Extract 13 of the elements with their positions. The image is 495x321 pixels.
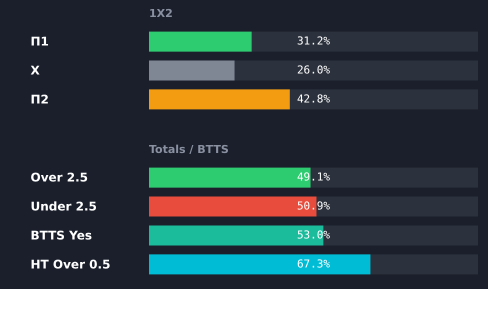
y-tick-label: Under 2.5: [30, 200, 97, 214]
y-tick-label: HT Over 0.5: [30, 257, 110, 272]
data-label: 31.2%: [296, 34, 330, 48]
y-tick-label: Over 2.5: [30, 170, 88, 185]
y-tick-label: П1: [30, 34, 49, 49]
data-label: 26.0%: [296, 64, 330, 76]
chart-title: Totals / BTTS: [149, 143, 229, 156]
y-tick-label: П2: [30, 92, 49, 106]
chart-title: 1X2: [149, 7, 173, 20]
y-tick-label: X: [30, 64, 40, 78]
y-tick-label: BTTS Yes: [30, 228, 92, 242]
data-label: 42.8%: [296, 92, 330, 106]
data-label: 67.3%: [296, 257, 330, 270]
